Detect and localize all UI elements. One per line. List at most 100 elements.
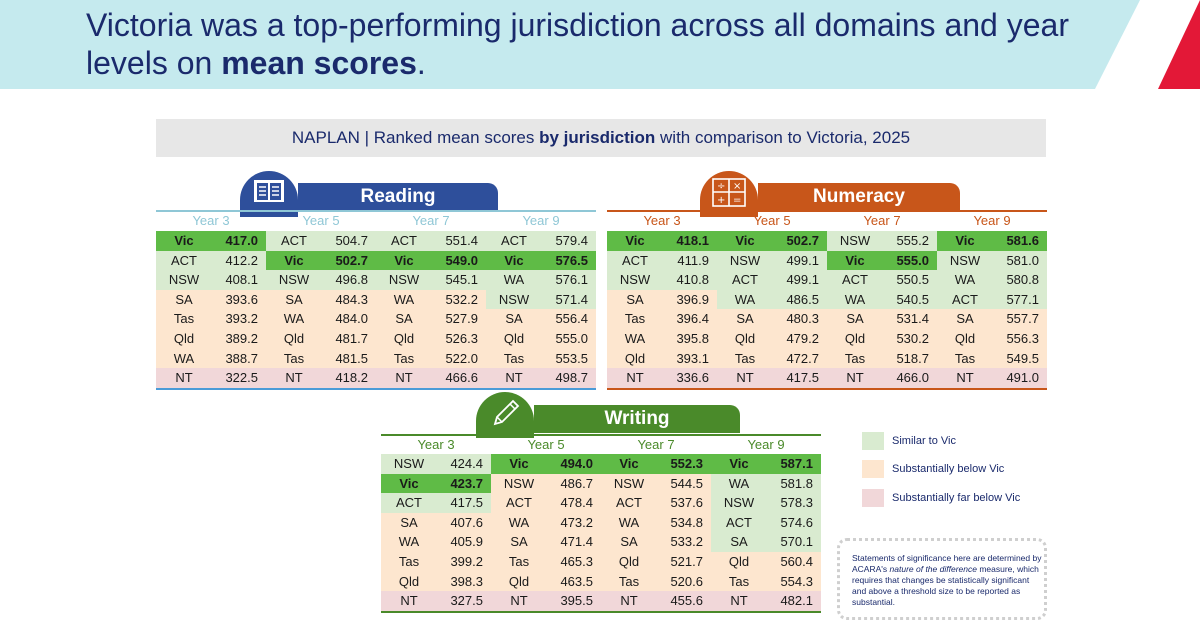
reading-table-row: NSW 496.8 — [266, 270, 376, 290]
numeracy-table-row: NT 417.5 — [717, 368, 827, 388]
svg-text:÷: ÷ — [717, 181, 725, 192]
mean-score-value: 549.0 — [445, 253, 478, 268]
mean-score-value: 486.5 — [786, 292, 819, 307]
jurisdiction-label: Vic — [845, 253, 865, 268]
mean-score-value: 581.6 — [1006, 233, 1039, 248]
mean-score-value: 491.0 — [1006, 370, 1039, 385]
mean-score-value: 574.6 — [780, 515, 813, 530]
jurisdiction-label: Qld — [624, 351, 646, 366]
reading-table-row: NT 466.6 — [376, 368, 486, 388]
mean-score-value: 545.1 — [445, 272, 478, 287]
jurisdiction-label: ACT — [732, 272, 758, 287]
writing-table-row: ACT 537.6 — [601, 493, 711, 513]
numeracy-table-row: Vic 418.1 — [607, 231, 717, 251]
mean-score-value: 499.1 — [786, 272, 819, 287]
jurisdiction-label: ACT — [171, 253, 197, 268]
jurisdiction-label: WA — [508, 515, 530, 530]
writing-year-label: Year 3 — [417, 437, 455, 452]
mean-score-value: 455.6 — [670, 593, 703, 608]
reading-table-row: Qld 389.2 — [156, 329, 266, 349]
reading-table-row: Vic 502.7 — [266, 251, 376, 271]
jurisdiction-label: Qld — [734, 331, 756, 346]
mean-score-value: 417.5 — [450, 495, 483, 510]
mean-score-value: 534.8 — [670, 515, 703, 530]
mean-score-value: 530.2 — [896, 331, 929, 346]
jurisdiction-label: Vic — [735, 233, 755, 248]
numeracy-table-row: Vic 502.7 — [717, 231, 827, 251]
numeracy-table-row: Vic 555.0 — [827, 251, 937, 271]
numeracy-table-row: Tas 518.7 — [827, 349, 937, 369]
reading-icon-badge — [240, 171, 298, 217]
mean-score-value: 521.7 — [670, 554, 703, 569]
mean-score-value: 482.1 — [780, 593, 813, 608]
reading-table-row: Qld 481.7 — [266, 329, 376, 349]
jurisdiction-label: ACT — [281, 233, 307, 248]
jurisdiction-label: Vic — [955, 233, 975, 248]
writing-table-row: Qld 521.7 — [601, 552, 711, 572]
mean-score-value: 557.7 — [1006, 311, 1039, 326]
reading-table-row: NSW 545.1 — [376, 270, 486, 290]
jurisdiction-label: Vic — [399, 476, 419, 491]
jurisdiction-label: ACT — [391, 233, 417, 248]
jurisdiction-label: NSW — [729, 253, 761, 268]
jurisdiction-label: Vic — [504, 253, 524, 268]
mean-score-value: 526.3 — [445, 331, 478, 346]
jurisdiction-label: Qld — [503, 331, 525, 346]
jurisdiction-label: Tas — [844, 351, 866, 366]
mean-score-value: 560.4 — [780, 554, 813, 569]
jurisdiction-label: NT — [395, 370, 413, 385]
jurisdiction-label: Tas — [398, 554, 420, 569]
legend-swatch-similar — [862, 432, 884, 450]
jurisdiction-label: SA — [285, 292, 303, 307]
numeracy-table-row: ACT 499.1 — [717, 270, 827, 290]
chart-subtitle: NAPLAN | Ranked mean scores by jurisdict… — [156, 119, 1046, 157]
numeracy-table-row: NSW 499.1 — [717, 251, 827, 271]
reading-table-row: SA 393.6 — [156, 290, 266, 310]
mean-score-value: 522.0 — [445, 351, 478, 366]
reading-table-row: WA 388.7 — [156, 349, 266, 369]
mean-score-value: 466.0 — [896, 370, 929, 385]
jurisdiction-label: NSW — [839, 233, 871, 248]
writing-table-row: Tas 554.3 — [711, 572, 821, 592]
numeracy-table-baseline — [607, 388, 1047, 390]
jurisdiction-label: ACT — [616, 495, 642, 510]
reading-table-row: ACT 551.4 — [376, 231, 486, 251]
jurisdiction-label: Qld — [283, 331, 305, 346]
reading-table-row: Qld 555.0 — [486, 329, 596, 349]
mean-score-value: 553.5 — [555, 351, 588, 366]
jurisdiction-label: WA — [734, 292, 756, 307]
mean-score-value: 571.4 — [555, 292, 588, 307]
mean-score-value: 473.2 — [560, 515, 593, 530]
writing-table-row: Tas 399.2 — [381, 552, 491, 572]
numeracy-table-row: WA 486.5 — [717, 290, 827, 310]
reading-table-row: WA 484.0 — [266, 309, 376, 329]
mean-score-value: 532.2 — [445, 292, 478, 307]
mean-score-value: 581.0 — [1006, 253, 1039, 268]
mean-score-value: 518.7 — [896, 351, 929, 366]
mean-score-value: 417.0 — [225, 233, 258, 248]
mean-score-value: 555.0 — [555, 331, 588, 346]
legend-swatch-below — [862, 460, 884, 478]
reading-table-row: Tas 553.5 — [486, 349, 596, 369]
jurisdiction-label: NSW — [393, 456, 425, 471]
reading-table-row: NT 322.5 — [156, 368, 266, 388]
jurisdiction-label: NT — [510, 593, 528, 608]
mean-score-value: 471.4 — [560, 534, 593, 549]
jurisdiction-label: SA — [510, 534, 528, 549]
mean-score-value: 552.3 — [670, 456, 703, 471]
header-wedge — [1095, 0, 1140, 89]
jurisdiction-label: WA — [393, 292, 415, 307]
mean-score-value: 496.8 — [335, 272, 368, 287]
mean-score-value: 398.3 — [450, 574, 483, 589]
mean-score-value: 577.1 — [1006, 292, 1039, 307]
jurisdiction-label: Vic — [509, 456, 529, 471]
reading-table-row: Vic 549.0 — [376, 251, 486, 271]
math-symbols-icon: ÷ × + = — [712, 178, 746, 207]
writing-table-row: NT 327.5 — [381, 591, 491, 611]
jurisdiction-label: Qld — [954, 331, 976, 346]
jurisdiction-label: Qld — [173, 331, 195, 346]
reading-table-row: NSW 571.4 — [486, 290, 596, 310]
writing-table-baseline — [381, 611, 821, 613]
jurisdiction-label: Tas — [954, 351, 976, 366]
jurisdiction-label: NSW — [168, 272, 200, 287]
